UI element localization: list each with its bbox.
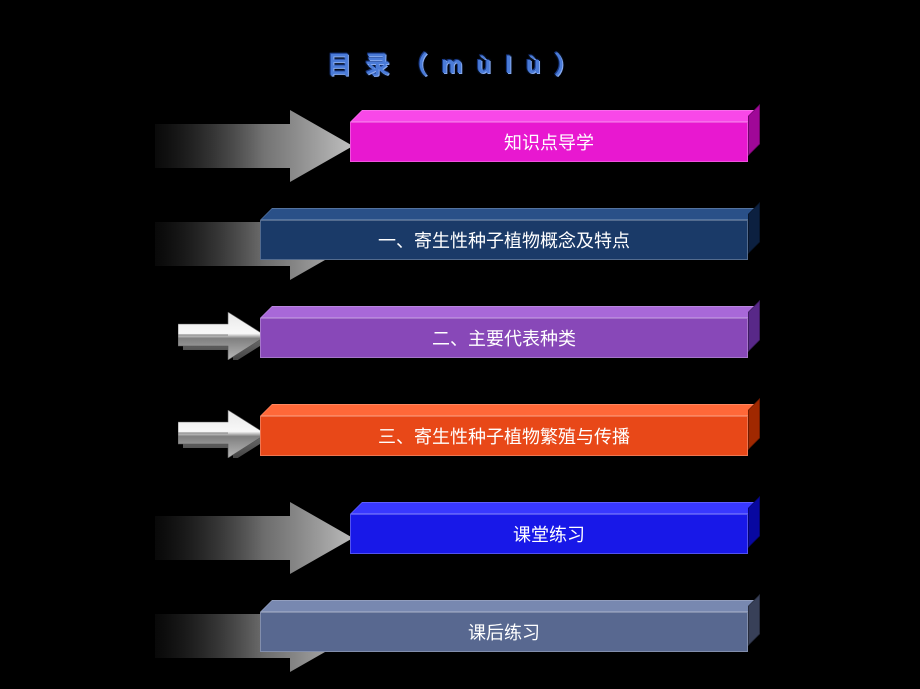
- bar-top-face: [350, 502, 760, 514]
- bar-label: 二、主要代表种类: [260, 318, 748, 358]
- menu-row[interactable]: 课堂练习: [0, 502, 920, 558]
- bar-top-face: [350, 110, 760, 122]
- bar-label: 知识点导学: [350, 122, 748, 162]
- bar-top-face: [260, 306, 760, 318]
- bar-label: 一、寄生性种子植物概念及特点: [260, 220, 748, 260]
- arrow-icon: [155, 502, 355, 579]
- bar-label: 三、寄生性种子植物繁殖与传播: [260, 416, 748, 456]
- menu-row[interactable]: 知识点导学: [0, 110, 920, 166]
- menu-row[interactable]: 二、主要代表种类: [0, 306, 920, 362]
- bar-label: 课后练习: [260, 612, 748, 652]
- page-title: 目录（mùlù）: [0, 45, 920, 80]
- bar-label: 课堂练习: [350, 514, 748, 554]
- arrow-icon: [178, 410, 273, 463]
- menu-row[interactable]: 三、寄生性种子植物繁殖与传播: [0, 404, 920, 460]
- bar-top-face: [260, 404, 760, 416]
- menu-row[interactable]: 课后练习: [0, 600, 920, 656]
- menu-row[interactable]: 一、寄生性种子植物概念及特点: [0, 208, 920, 264]
- bar-top-face: [260, 600, 760, 612]
- bar-top-face: [260, 208, 760, 220]
- arrow-icon: [155, 110, 355, 187]
- arrow-icon: [178, 312, 273, 365]
